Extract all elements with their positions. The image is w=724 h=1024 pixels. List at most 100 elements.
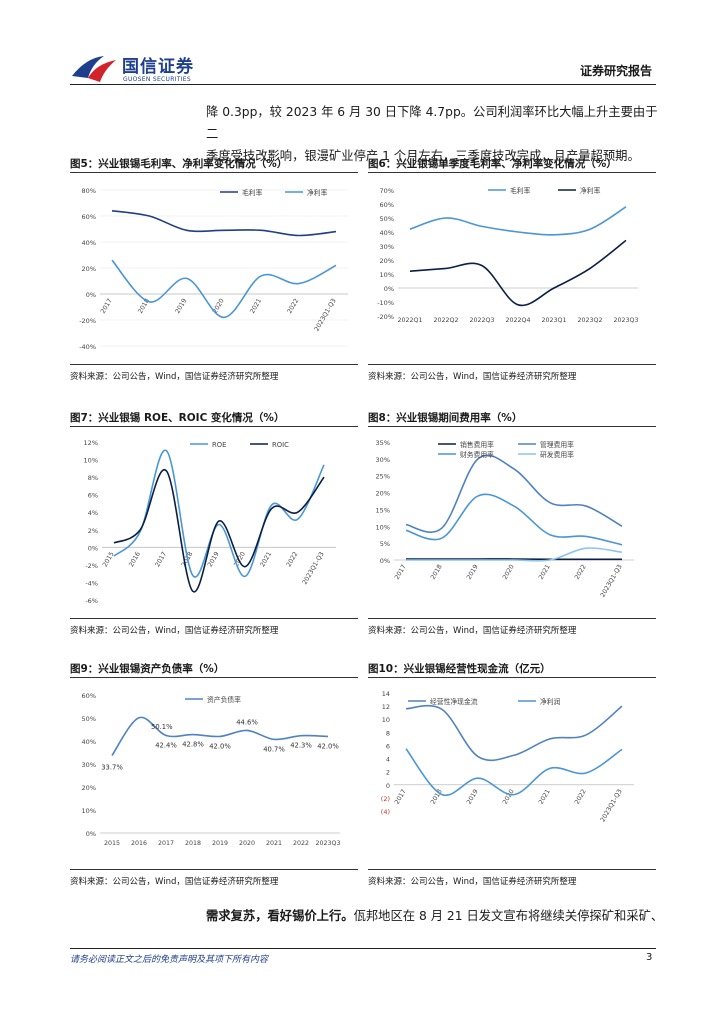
fig6-ytick: 60% (380, 201, 394, 209)
fig9-data-label: 50.1% (151, 723, 173, 731)
fig5-bottom-rule (70, 364, 358, 365)
fig5-series-line (111, 259, 337, 319)
fig6-xtick: 2022Q2 (434, 317, 459, 324)
fig6-ytick: 30% (380, 243, 394, 251)
fig9-legend-label: 资产负债率 (207, 695, 241, 704)
fig7-xtick: 2016 (128, 551, 142, 568)
fig9-ytick: 50% (82, 715, 96, 723)
fig7-legend-label: ROE (212, 441, 226, 449)
fig7-chart: 12% 10% 8% 6% 4% 2% 0% -2% -4% -6% 2015 2016 2017 201… (84, 439, 336, 605)
fig8-ytick: 25% (376, 473, 390, 481)
fig9-top-rule (70, 677, 358, 678)
fig5-ytick: -40% (79, 343, 96, 351)
fig7-source: 资料来源：公司公告，Wind，国信证券经济研究所整理 (70, 626, 279, 636)
fig5-ytick: -20% (79, 317, 96, 325)
fig5-legend-label: 毛利率 (242, 188, 263, 197)
fig6-top-rule (368, 172, 656, 173)
fig7-ytick: 0% (88, 544, 98, 552)
fig7-ytick: -6% (85, 597, 98, 605)
fig8-xtick: 2017 (394, 564, 408, 581)
fig10-legend-label: 经营性净现金流 (430, 697, 478, 706)
fig9-title: 图9：兴业银锡资产负债率（%） (70, 663, 225, 675)
fig7-ytick: -2% (85, 562, 98, 570)
fig7-ytick: 12% (84, 439, 98, 447)
fig6-xtick: 2022Q3 (470, 317, 495, 324)
page-number: 3 (646, 952, 653, 963)
fig9-xtick: 2022 (293, 840, 309, 847)
fig8-xtick: 2019 (466, 564, 480, 581)
fig8-xtick: 2022 (574, 564, 588, 581)
fig6-bottom-rule (368, 364, 656, 365)
fig6-ytick: -20% (377, 313, 394, 321)
fig10-xtick: 2022 (574, 788, 588, 805)
fig9-xtick: 2020 (239, 840, 255, 847)
fig6-ytick: -10% (377, 299, 394, 307)
fig8-ytick: 15% (376, 506, 390, 514)
fig6-xtick: 2023Q3 (614, 317, 639, 324)
fig8-legend-label: 销售费用率 (460, 440, 494, 449)
fig6-xtick: 2022Q1 (398, 317, 423, 324)
fig5-source: 资料来源：公司公告，Wind，国信证券经济研究所整理 (70, 372, 279, 382)
fig10-ytick: (4) (381, 808, 390, 816)
logo-mark-icon (72, 56, 116, 82)
fig5-ytick: 20% (82, 265, 96, 273)
fig5-xtick: 2019 (174, 298, 188, 315)
fig5-xtick: 2022 (286, 298, 300, 315)
fig7-ytick: 10% (84, 457, 98, 465)
fig8-series-line (405, 493, 623, 546)
fig6-xtick: 2023Q2 (578, 317, 603, 324)
fig9-xtick: 2023Q3 (316, 840, 341, 847)
fig9-ytick: 10% (82, 807, 96, 815)
fig9-source: 资料来源：公司公告，Wind，国信证券经济研究所整理 (70, 877, 279, 887)
company-logo: 国信证券 GUOSEN SECURITIES (70, 52, 210, 86)
fig5-xtick: 2021 (249, 298, 263, 315)
fig9-xtick: 2018 (185, 840, 201, 847)
fig8-series-line (405, 454, 623, 533)
fig9-xtick: 2016 (131, 840, 147, 847)
fig5-top-rule (70, 172, 358, 173)
fig9-ytick: 40% (82, 738, 96, 746)
fig9-ytick: 60% (82, 692, 96, 700)
fig9-series-line (111, 716, 329, 756)
fig10-ytick: 8 (386, 729, 390, 737)
fig6-ytick: 0% (384, 285, 394, 293)
fig6-series-line (409, 206, 627, 236)
fig5-ytick: 40% (82, 239, 96, 247)
fig10-xtick: 2017 (394, 788, 408, 805)
fig9-xtick: 2015 (104, 840, 120, 847)
fig10-series-line (405, 704, 623, 762)
fig9-bottom-rule (70, 869, 358, 870)
fig9-xtick: 2019 (212, 840, 228, 847)
fig9-data-label: 33.7% (101, 763, 123, 771)
fig9-ytick: 20% (82, 784, 96, 792)
fig5-xtick: 2023Q1-Q3 (313, 298, 337, 333)
fig5-title: 图5：兴业银锡毛利率、净利率变化情况（%） (70, 158, 288, 170)
fig10-xtick: 2020 (502, 788, 516, 805)
fig6-series-line (409, 239, 627, 307)
fig8-chart: 35% 30% 25% 20% 15% 10% 5% 0% 2017 2018 2019 2020 20… (376, 439, 634, 599)
fig8-xtick: 2020 (502, 564, 516, 581)
fig5-series-line (111, 210, 337, 237)
fig7-bottom-rule (70, 618, 358, 619)
fig7-xtick: 2015 (102, 551, 116, 568)
fig9-data-label: 42.8% (182, 741, 204, 749)
fig9-data-label: 42.4% (155, 741, 177, 749)
paragraph-top-line-1: 降 0.3pp，较 2023 年 6 月 30 日下降 4.7pp。公司利润率环… (206, 105, 658, 141)
paragraph-bottom-lead: 需求复苏，看好锡价上行。 (206, 909, 354, 923)
fig10-ytick: 12 (382, 703, 390, 711)
fig10-xtick: 2021 (538, 788, 552, 805)
fig9-data-label: 42.0% (209, 742, 231, 750)
fig10-title: 图10：兴业银锡经营性现金流（亿元） (368, 663, 551, 675)
fig10-xtick: 2019 (466, 788, 480, 805)
logo-english-name: GUOSEN SECURITIES (123, 76, 192, 83)
fig5-xtick: 2017 (100, 298, 114, 315)
fig9-data-label: 44.6% (236, 718, 258, 726)
fig7-ytick: 4% (88, 509, 98, 517)
fig5-legend-label: 净利率 (307, 188, 328, 197)
fig6-ytick: 20% (380, 257, 394, 265)
fig8-xtick: 2021 (538, 564, 552, 581)
fig7-xtick: 2023Q1-Q3 (301, 551, 325, 586)
fig5-ytick: 80% (82, 187, 96, 195)
fig10-xtick: 2023Q1-Q3 (599, 788, 623, 823)
